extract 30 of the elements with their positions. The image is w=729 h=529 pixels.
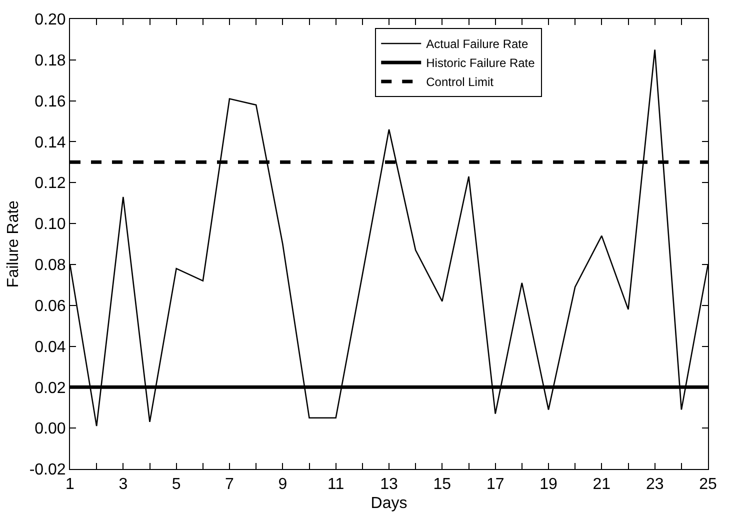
x-tick-label: 25	[699, 476, 717, 494]
y-tick-label: 0.08	[34, 257, 66, 274]
y-tick-label: 0.02	[34, 380, 66, 397]
y-tick-label: 0.00	[34, 420, 66, 438]
y-tick-label: 0.20	[34, 12, 66, 29]
y-tick-label: 0.18	[34, 52, 66, 70]
y-tick-label: 0.16	[34, 93, 66, 110]
x-tick-label: 5	[172, 476, 181, 494]
x-tick-label: 7	[225, 476, 234, 494]
y-tick-label: 0.14	[34, 134, 66, 152]
y-tick-label: 0.04	[34, 338, 66, 356]
y-axis-title: Failure Rate	[5, 200, 22, 288]
legend-label: Control Limit	[426, 75, 494, 90]
y-tick-label: -0.02	[29, 462, 66, 479]
legend-label: Historic Failure Rate	[426, 56, 536, 70]
x-tick-label: 19	[540, 476, 558, 494]
x-tick-label: 15	[433, 476, 452, 494]
y-tick-label: 0.06	[34, 298, 66, 315]
x-tick-label: 9	[278, 476, 288, 494]
y-tick-label: 0.10	[34, 216, 66, 234]
x-tick-label: 11	[328, 476, 344, 494]
x-axis-title: Days	[370, 494, 408, 512]
x-tick-label: 23	[646, 476, 664, 494]
y-tick-label: 0.12	[34, 175, 66, 192]
x-tick-label: 1	[66, 476, 75, 494]
x-tick-label: 17	[486, 476, 504, 494]
legend-label: Actual Failure Rate	[426, 37, 528, 52]
x-tick-label: 3	[118, 476, 128, 494]
x-tick-label: 21	[592, 476, 611, 494]
x-tick-label: 13	[380, 476, 398, 494]
